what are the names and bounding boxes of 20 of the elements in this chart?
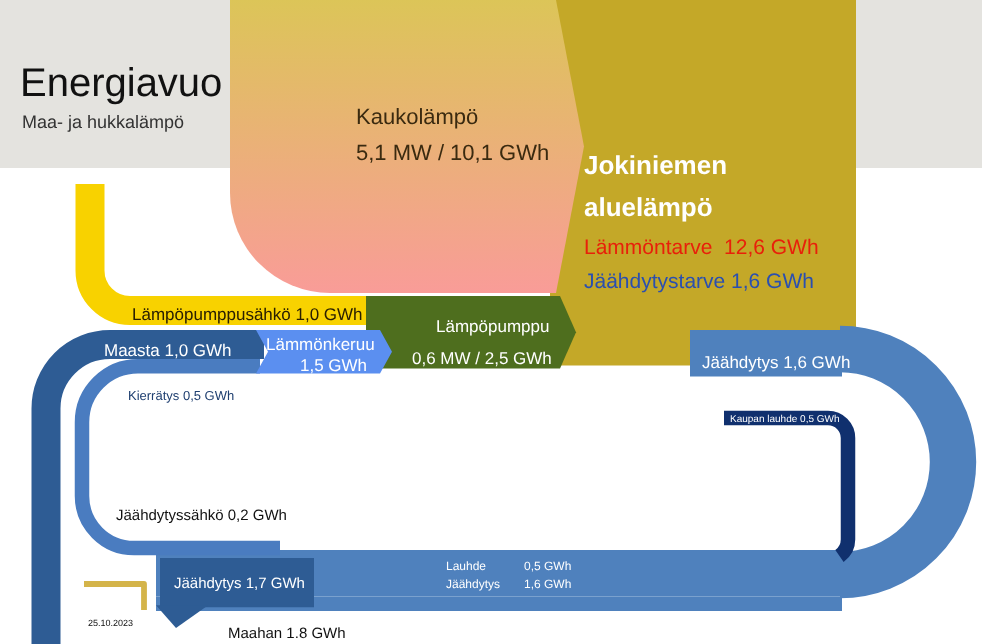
data-label: 1,0 GWh	[164, 340, 233, 360]
data-label: 12,6 GWh	[724, 236, 819, 260]
text: Energiavuo	[20, 62, 223, 106]
category-label: Jäähdytys	[702, 352, 779, 372]
category-label: Lämmöntarve	[584, 236, 713, 260]
data-label: 1,6 GWh	[731, 270, 815, 294]
data-label: 1,6 GWh	[783, 352, 851, 372]
category-label: Lämpöpumppusähkö	[132, 304, 292, 324]
category-label: Maasta	[104, 340, 161, 360]
category-label: Jäähdytystarve	[584, 270, 726, 294]
category-label: Kaukolämpö	[356, 106, 479, 130]
data-label: 1,5 GWh	[300, 355, 368, 375]
text: Maa- ja hukkalämpö	[22, 112, 185, 132]
data-label: 5,1 MW / 10,1 GWh	[356, 142, 550, 166]
category-label: Lämpöpumppu	[436, 316, 550, 336]
text: Jokiniemen	[584, 150, 728, 180]
category-label: Lämmönkeruu	[266, 334, 376, 354]
text: aluelämpö	[584, 192, 713, 222]
data-label: 0,6 MW / 2,5 GWh	[412, 348, 553, 368]
data-label: 1,0 GWh	[295, 304, 364, 324]
